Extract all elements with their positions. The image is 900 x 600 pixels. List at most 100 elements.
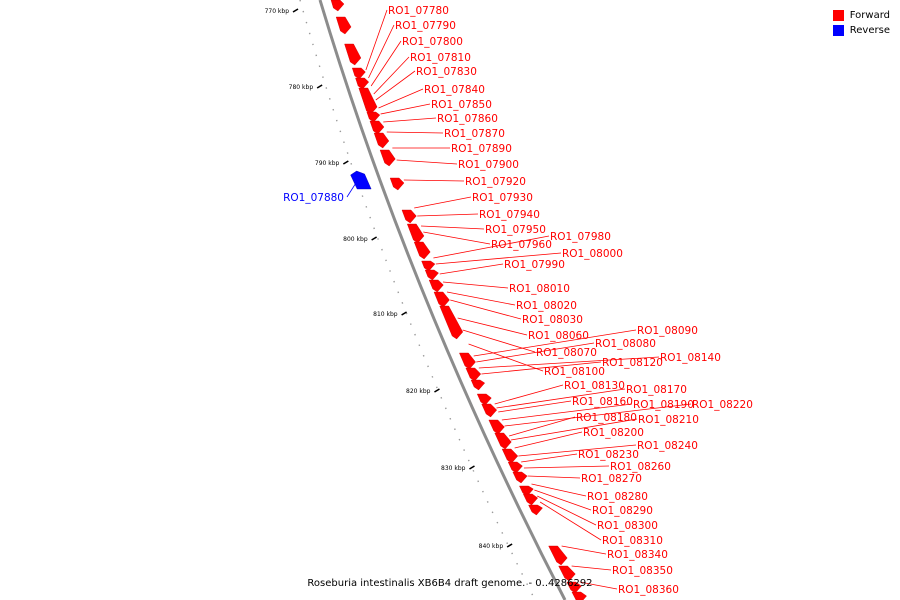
forward-gene-label[interactable]: RO1_07930 bbox=[472, 192, 533, 204]
forward-gene-block bbox=[522, 493, 538, 506]
forward-gene-block bbox=[406, 223, 425, 244]
forward-gene-label[interactable]: RO1_08070 bbox=[536, 347, 597, 359]
forward-gene-block bbox=[373, 132, 390, 149]
forward-gene-label[interactable]: RO1_08260 bbox=[610, 461, 671, 473]
label-leader bbox=[417, 213, 479, 217]
forward-gene-label[interactable]: RO1_08000 bbox=[562, 248, 623, 260]
label-leader bbox=[396, 159, 458, 165]
tick: 780 kbp bbox=[289, 84, 323, 91]
label-leader bbox=[518, 444, 637, 457]
forward-gene-block bbox=[344, 43, 362, 66]
forward-gene-label[interactable]: RO1_08240 bbox=[637, 440, 698, 452]
forward-gene-label[interactable]: RO1_07890 bbox=[451, 143, 512, 155]
forward-gene-block bbox=[571, 591, 587, 600]
forward-gene-label[interactable]: RO1_08170 bbox=[626, 384, 687, 396]
tick-label: 810 kbp bbox=[373, 311, 398, 318]
label-leader bbox=[531, 483, 587, 497]
label-leader bbox=[383, 117, 437, 123]
forward-gene-label[interactable]: RO1_08220 bbox=[692, 399, 753, 411]
forward-gene-label[interactable]: RO1_07840 bbox=[424, 84, 485, 96]
forward-gene-label[interactable]: RO1_08100 bbox=[544, 366, 605, 378]
forward-gene-label[interactable]: RO1_07850 bbox=[431, 99, 492, 111]
forward-gene-block bbox=[470, 379, 486, 391]
legend-reverse: Reverse bbox=[832, 23, 890, 38]
tick-label: 790 kbp bbox=[315, 160, 340, 167]
forward-gene-label[interactable]: RO1_08360 bbox=[618, 584, 679, 596]
label-leader bbox=[476, 342, 595, 363]
forward-gene-label[interactable]: RO1_08350 bbox=[612, 565, 673, 577]
forward-gene-label[interactable]: RO1_07980 bbox=[550, 231, 611, 243]
forward-gene-label[interactable]: RO1_08130 bbox=[564, 380, 625, 392]
label-leader bbox=[561, 545, 607, 555]
forward-gene-label[interactable]: RO1_07860 bbox=[437, 113, 498, 125]
forward-gene-label[interactable]: RO1_08010 bbox=[509, 283, 570, 295]
forward-gene-label[interactable]: RO1_07940 bbox=[479, 209, 540, 221]
forward-gene-label[interactable]: RO1_08210 bbox=[638, 414, 699, 426]
forward-gene-block bbox=[366, 111, 381, 123]
label-leader bbox=[527, 475, 581, 479]
label-leader bbox=[370, 40, 402, 87]
forward-gene-label[interactable]: RO1_07790 bbox=[395, 20, 456, 32]
forward-gene-block bbox=[413, 241, 431, 260]
forward-gene-label[interactable]: RO1_08120 bbox=[602, 357, 663, 369]
label-leader bbox=[571, 565, 612, 571]
forward-gene-label[interactable]: RO1_08180 bbox=[576, 412, 637, 424]
forward-gene-label[interactable]: RO1_08190 bbox=[633, 399, 694, 411]
forward-gene-block bbox=[476, 393, 492, 406]
reverse-gene-label[interactable]: RO1_07880 bbox=[283, 192, 344, 204]
label-leader bbox=[481, 361, 602, 375]
label-leader bbox=[521, 453, 578, 463]
forward-gene-label[interactable]: RO1_08140 bbox=[660, 352, 721, 364]
tick-mark bbox=[316, 84, 323, 89]
forward-gene-block bbox=[501, 448, 519, 464]
forward-gene-label[interactable]: RO1_07960 bbox=[491, 239, 552, 251]
forward-gene-block bbox=[389, 177, 405, 191]
forward-gene-block bbox=[424, 269, 439, 281]
forward-gene-label[interactable]: RO1_08300 bbox=[597, 520, 658, 532]
label-leader bbox=[501, 403, 633, 421]
label-leader bbox=[450, 299, 522, 320]
forward-gene-label[interactable]: RO1_07950 bbox=[485, 224, 546, 236]
legend-forward: Forward bbox=[832, 8, 890, 23]
forward-gene-label[interactable]: RO1_07800 bbox=[402, 36, 463, 48]
forward-gene-label[interactable]: RO1_08230 bbox=[578, 449, 639, 461]
forward-gene-label[interactable]: RO1_07920 bbox=[465, 176, 526, 188]
label-leader bbox=[414, 196, 472, 209]
tick: 790 kbp bbox=[315, 160, 349, 167]
forward-gene-label[interactable]: RO1_08030 bbox=[522, 314, 583, 326]
forward-gene-label[interactable]: RO1_08090 bbox=[637, 325, 698, 337]
forward-gene-label[interactable]: RO1_08060 bbox=[528, 330, 589, 342]
label-leader bbox=[442, 281, 509, 289]
forward-gene-block bbox=[433, 291, 450, 308]
forward-gene-label[interactable]: RO1_07830 bbox=[416, 66, 477, 78]
tick-label: 840 kbp bbox=[479, 543, 504, 550]
forward-gene-label[interactable]: RO1_08280 bbox=[587, 491, 648, 503]
label-leader bbox=[509, 416, 576, 437]
forward-gene-label[interactable]: RO1_07870 bbox=[444, 128, 505, 140]
tick-mark bbox=[434, 388, 440, 393]
forward-gene-label[interactable]: RO1_08020 bbox=[516, 300, 577, 312]
forward-gene-label[interactable]: RO1_07990 bbox=[504, 259, 565, 271]
legend: Forward Reverse bbox=[832, 8, 890, 38]
forward-gene-label[interactable]: RO1_08080 bbox=[595, 338, 656, 350]
label-leader bbox=[435, 252, 562, 265]
forward-gene-label[interactable]: RO1_08310 bbox=[602, 535, 663, 547]
forward-gene-label[interactable]: RO1_08290 bbox=[592, 505, 653, 517]
forward-gene-label[interactable]: RO1_08200 bbox=[583, 427, 644, 439]
tick-label: 820 kbp bbox=[406, 388, 431, 395]
forward-gene-label[interactable]: RO1_07900 bbox=[458, 159, 519, 171]
forward-gene-label[interactable]: RO1_08270 bbox=[581, 473, 642, 485]
tick-mark bbox=[342, 160, 349, 165]
forward-gene-block bbox=[421, 260, 436, 272]
tick: 840 kbp bbox=[479, 543, 513, 550]
dot-track bbox=[299, 0, 536, 600]
forward-gene-label[interactable]: RO1_07780 bbox=[388, 5, 449, 17]
tick-label: 770 kbp bbox=[265, 8, 290, 15]
label-leader bbox=[579, 581, 618, 590]
forward-gene-block bbox=[369, 120, 385, 135]
forward-gene-label[interactable]: RO1_08340 bbox=[607, 549, 668, 561]
tick: 770 kbp bbox=[265, 8, 299, 15]
forward-gene-label[interactable]: RO1_07810 bbox=[410, 52, 471, 64]
forward-gene-label[interactable]: RO1_08160 bbox=[572, 396, 633, 408]
